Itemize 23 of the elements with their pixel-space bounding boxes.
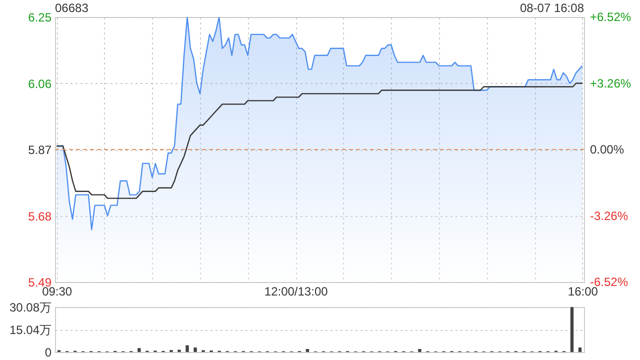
bar — [194, 348, 197, 352]
bar — [418, 349, 422, 352]
y-tick-label: 30.08万 — [9, 300, 52, 314]
x-tick-label: 12:00/13:00 — [264, 284, 328, 298]
y-tick-label: 5.87 — [28, 143, 52, 157]
line-series — [56, 82, 584, 199]
bar — [570, 307, 574, 352]
y-tick-label: 6.06 — [28, 76, 52, 91]
y-tick-label: 6.25 — [28, 10, 52, 24]
y2-tick-label: 0.00% — [590, 142, 624, 156]
bar — [138, 348, 141, 352]
chart-title: 06683 — [55, 1, 89, 15]
x-tick-label: 16:00 — [568, 284, 598, 298]
y-tick-label: 5.68 — [28, 209, 52, 224]
y-tick-label: 0 — [44, 346, 52, 360]
y2-tick-label: +6.52% — [590, 10, 632, 24]
y2-tick-label: +3.26% — [590, 76, 632, 90]
bar — [578, 348, 582, 352]
bar — [306, 349, 310, 352]
y-tick-label: 15.04万 — [9, 323, 52, 337]
text: 08-07 16:08 — [520, 1, 584, 15]
y2-tick-label: -3.26% — [590, 208, 628, 223]
bar — [186, 345, 189, 352]
